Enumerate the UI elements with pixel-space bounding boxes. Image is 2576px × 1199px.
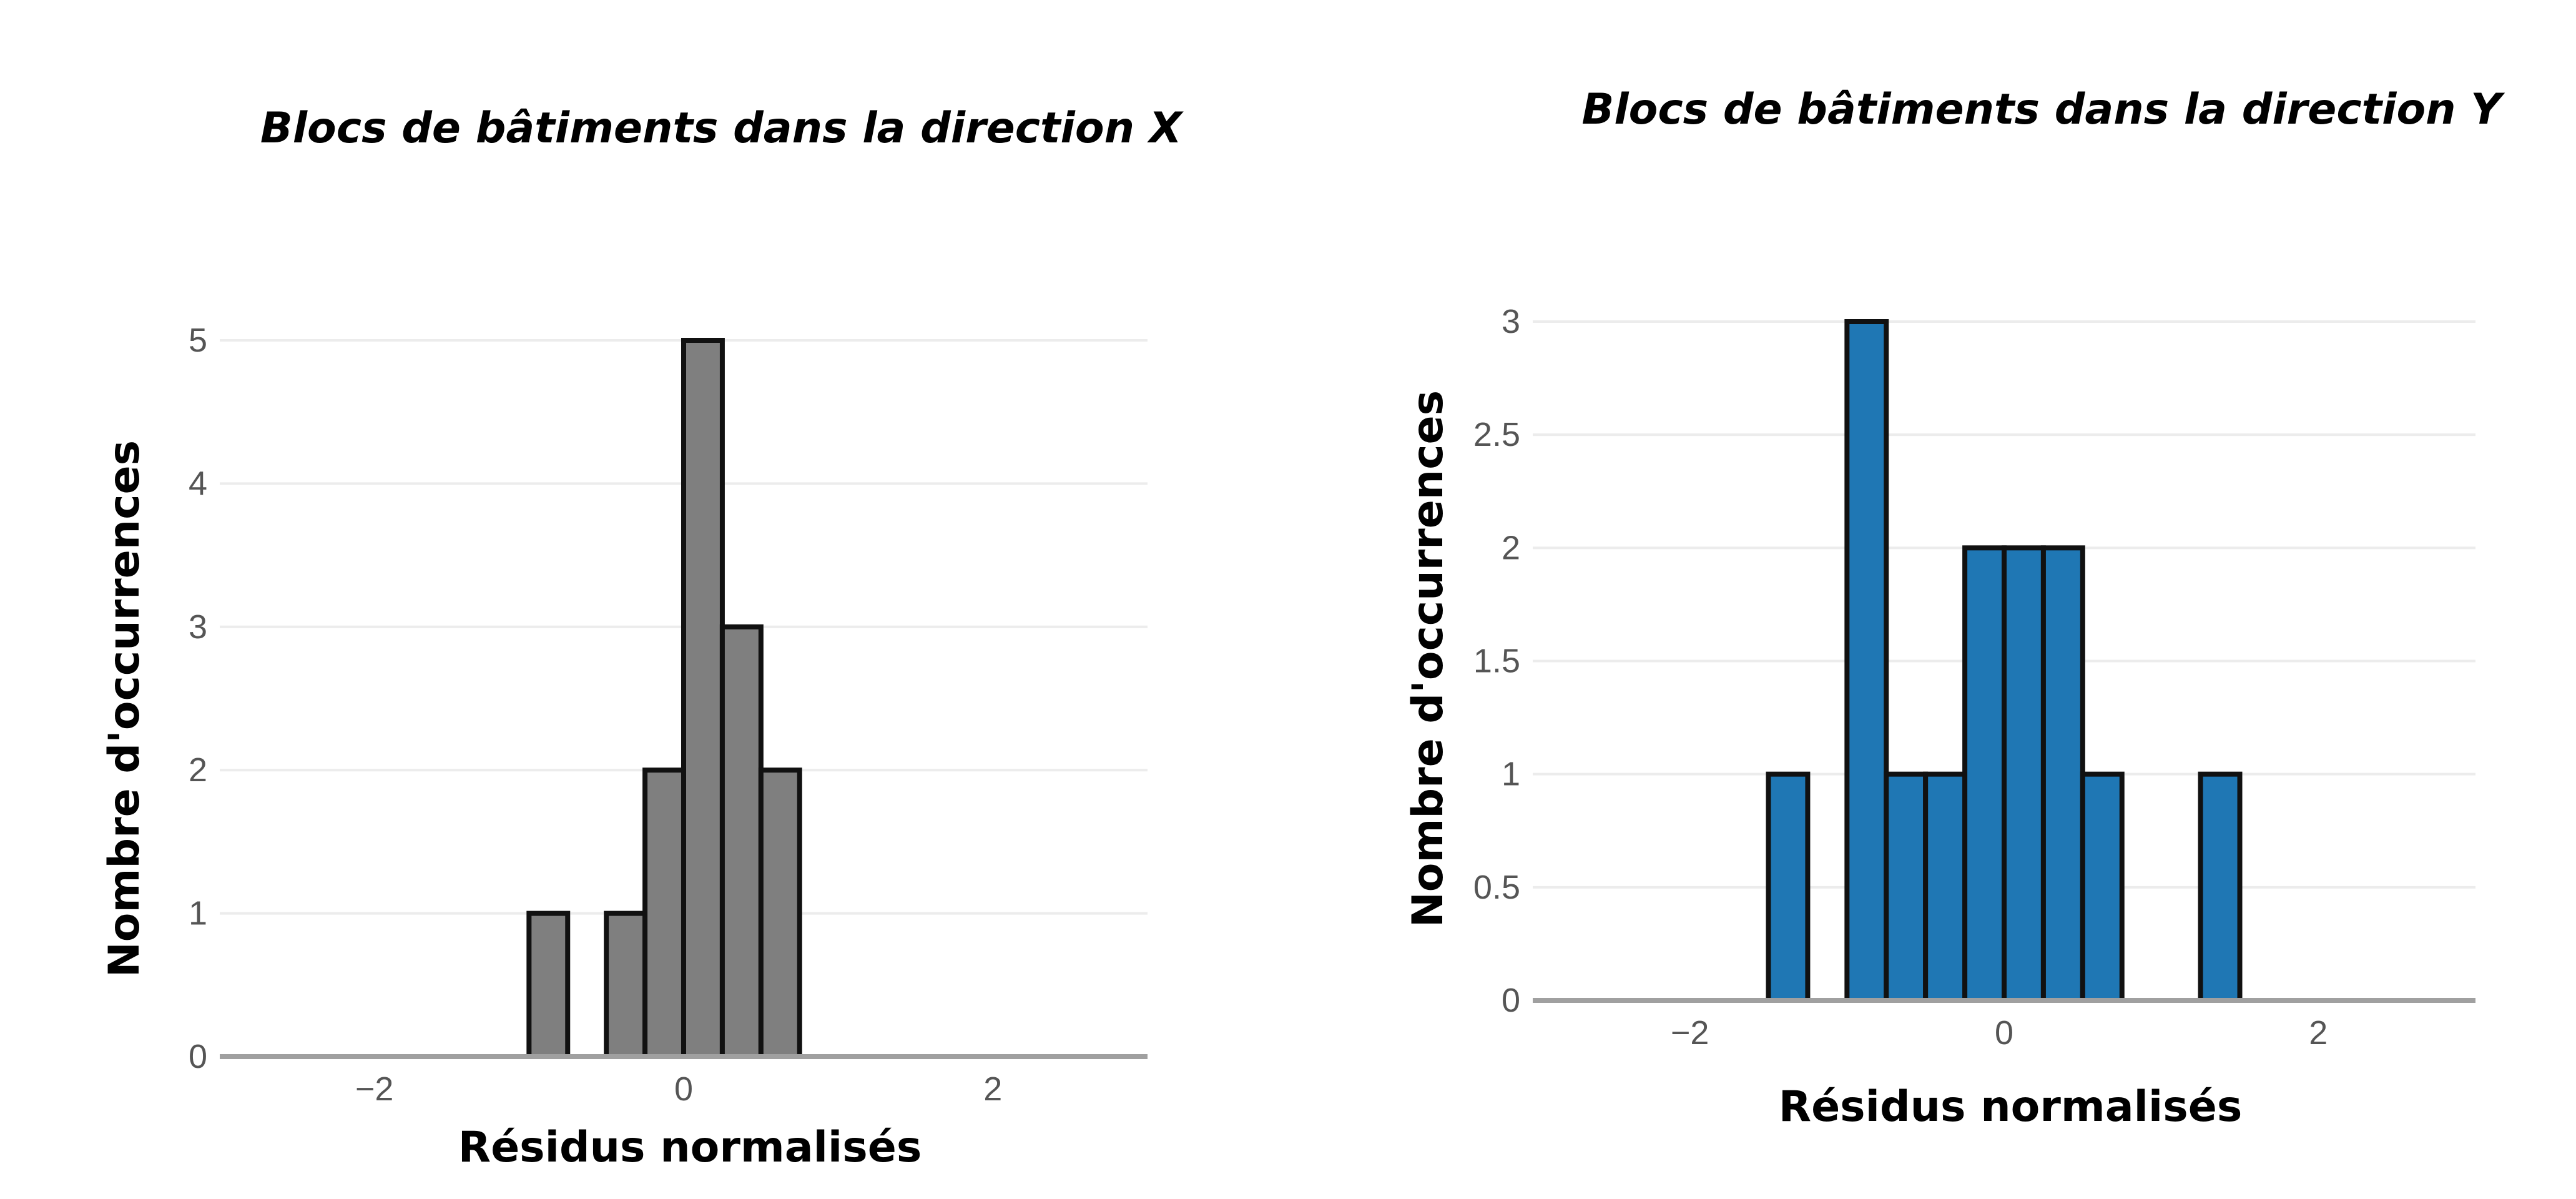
x-tick-label: 0 bbox=[1995, 1014, 2013, 1052]
histogram-bar bbox=[681, 338, 725, 1059]
y-tick-label: 1.5 bbox=[1473, 643, 1520, 680]
x-tick-label: 0 bbox=[674, 1070, 693, 1108]
y-tick-label: 3 bbox=[1502, 303, 1520, 340]
histogram-bar bbox=[642, 767, 687, 1059]
histogram-bar bbox=[2080, 771, 2125, 1003]
histogram-bar bbox=[719, 624, 764, 1059]
chart-title: Blocs de bâtiments dans la direction Y bbox=[1582, 85, 2506, 134]
histogram-bar bbox=[2002, 545, 2046, 1003]
histogram-bar bbox=[1884, 771, 1929, 1003]
histogram-bar bbox=[2040, 545, 2085, 1003]
y-axis-label: Nombre d'occurrences bbox=[100, 440, 149, 977]
tick-labels: 0 1 2 3 4 5 −2 0 2 bbox=[189, 322, 1002, 1108]
y-axis-label: Nombre d'occurrences bbox=[1404, 390, 1453, 927]
bars bbox=[526, 338, 802, 1059]
x-tick-label: 2 bbox=[983, 1070, 1002, 1108]
histogram-bar bbox=[1923, 771, 1968, 1003]
x-axis-label: Résidus normalisés bbox=[458, 1123, 922, 1172]
y-tick-label: 2.5 bbox=[1473, 416, 1520, 453]
x-axis-label: Résidus normalisés bbox=[1779, 1082, 2243, 1132]
chart-direction-y: Blocs de bâtiments dans la direction Y N… bbox=[1404, 85, 2505, 1132]
x-tick-label: −2 bbox=[355, 1070, 394, 1108]
chart-title: Blocs de bâtiments dans la direction X bbox=[260, 104, 1184, 153]
y-tick-label: 1 bbox=[1502, 756, 1520, 793]
histogram-bar bbox=[2198, 771, 2243, 1003]
y-tick-label: 1 bbox=[189, 895, 207, 932]
y-tick-label: 0 bbox=[1502, 982, 1520, 1019]
chart-direction-x: Blocs de bâtiments dans la direction X N… bbox=[100, 104, 1184, 1172]
histogram-bar bbox=[604, 910, 648, 1059]
y-tick-label: 3 bbox=[189, 608, 207, 646]
histogram-bar bbox=[1962, 545, 2007, 1003]
y-tick-label: 4 bbox=[189, 465, 207, 502]
histogram-bar bbox=[526, 910, 571, 1059]
histogram-bar bbox=[1766, 771, 1811, 1003]
tick-labels: 0 0.5 1 1.5 2 2.5 3 −2 0 2 bbox=[1473, 303, 2328, 1052]
y-tick-label: 5 bbox=[189, 322, 207, 359]
y-tick-label: 0 bbox=[189, 1038, 207, 1075]
x-tick-label: 2 bbox=[2309, 1014, 2328, 1052]
y-tick-label: 2 bbox=[1502, 529, 1520, 566]
x-tick-label: −2 bbox=[1671, 1014, 1709, 1052]
histogram-bar bbox=[758, 767, 802, 1059]
histogram-bar bbox=[1844, 319, 1889, 1003]
y-tick-label: 0.5 bbox=[1473, 869, 1520, 906]
y-tick-label: 2 bbox=[189, 751, 207, 789]
